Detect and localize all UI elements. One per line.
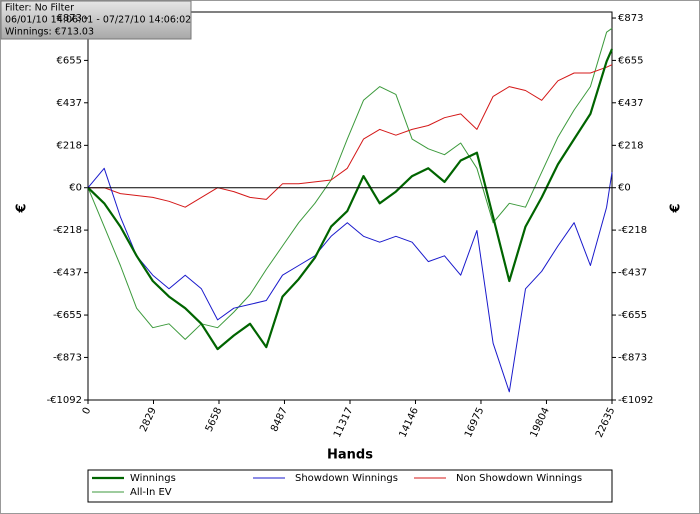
y2-tick-label: -€655 — [618, 310, 647, 321]
y-tick-label: -€873 — [53, 352, 82, 363]
y-tick-label: €437 — [57, 98, 82, 109]
y2-axis-title: € — [669, 203, 684, 213]
series-line — [87, 167, 613, 393]
info-line: Winnings: €713.03 — [5, 27, 94, 38]
series-line — [87, 48, 614, 351]
x-tick-label: 0 — [81, 406, 94, 416]
y-tick-label: €218 — [57, 140, 82, 151]
legend-label: Winnings — [130, 473, 176, 484]
series-line — [87, 27, 613, 340]
y2-tick-label: -€218 — [618, 225, 647, 236]
y-tick-label: €0 — [69, 183, 82, 194]
y-tick-label: -€437 — [53, 268, 82, 279]
y2-tick-label: €437 — [618, 98, 643, 109]
info-box — [0, 0, 192, 40]
y-tick-label: -€218 — [53, 225, 82, 236]
y-axis-title: € — [15, 203, 30, 213]
info-line: 06/01/10 14:06:01 - 07/27/10 14:06:02 — [5, 15, 191, 26]
y-tick-label: €873 — [57, 13, 82, 24]
legend-label: Non Showdown Winnings — [456, 473, 582, 484]
series-line — [88, 64, 613, 208]
y-tick-label: €655 — [57, 55, 82, 66]
y2-tick-label: €873 — [618, 13, 643, 24]
y2-tick-label: €218 — [618, 140, 643, 151]
legend-label: All-In EV — [130, 487, 172, 498]
legend — [87, 469, 613, 503]
y2-tick-label: -€1092 — [618, 395, 653, 406]
y-tick-label: -€1092 — [47, 395, 82, 406]
y2-tick-label: -€873 — [618, 352, 647, 363]
y-tick-label: -€655 — [53, 310, 82, 321]
y2-tick-label: -€437 — [618, 268, 647, 279]
y2-tick-label: €0 — [618, 183, 631, 194]
x-axis-title: Hands — [327, 448, 373, 463]
legend-label: Showdown Winnings — [295, 473, 398, 484]
info-line: Filter: No Filter — [5, 3, 74, 14]
y2-tick-label: €655 — [618, 55, 643, 66]
